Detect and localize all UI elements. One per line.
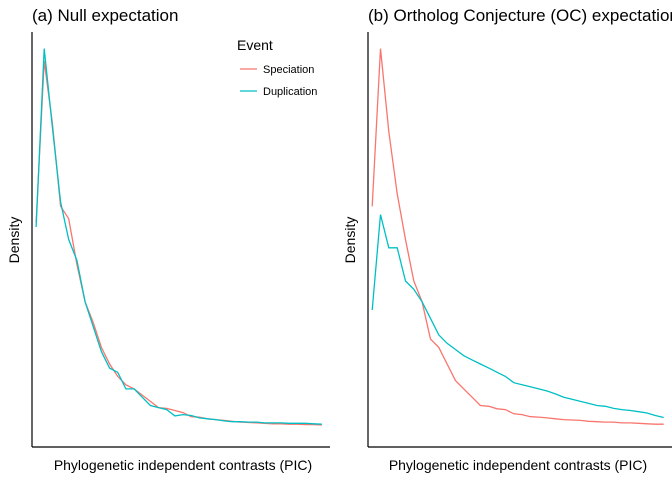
panel-b: (b) Ortholog Conjecture (OC) expectation… [342, 6, 672, 473]
legend: Event Speciation Duplication [237, 37, 317, 98]
panel-a-line-speciation [35, 60, 322, 426]
panel-a-xlabel: Phylogenetic independent contrasts (PIC) [54, 457, 312, 473]
panel-b-xlabel: Phylogenetic independent contrasts (PIC) [389, 457, 647, 473]
panel-a-line-duplication [35, 48, 322, 425]
panel-b-ylabel: Density [342, 217, 358, 264]
legend-label-speciation: Speciation [263, 64, 314, 76]
panel-b-series-group [371, 48, 664, 425]
panel-a-ylabel: Density [6, 217, 22, 264]
panel-b-line-duplication [371, 214, 664, 419]
panel-b-line-speciation [371, 48, 664, 425]
panel-a-title: (a) Null expectation [32, 6, 178, 25]
panel-a: (a) Null expectation Density Phylogeneti… [6, 6, 330, 473]
legend-label-duplication: Duplication [263, 86, 317, 98]
legend-title: Event [237, 37, 273, 53]
panel-a-series-group [35, 48, 322, 426]
panel-b-title: (b) Ortholog Conjecture (OC) expectation [368, 6, 672, 25]
